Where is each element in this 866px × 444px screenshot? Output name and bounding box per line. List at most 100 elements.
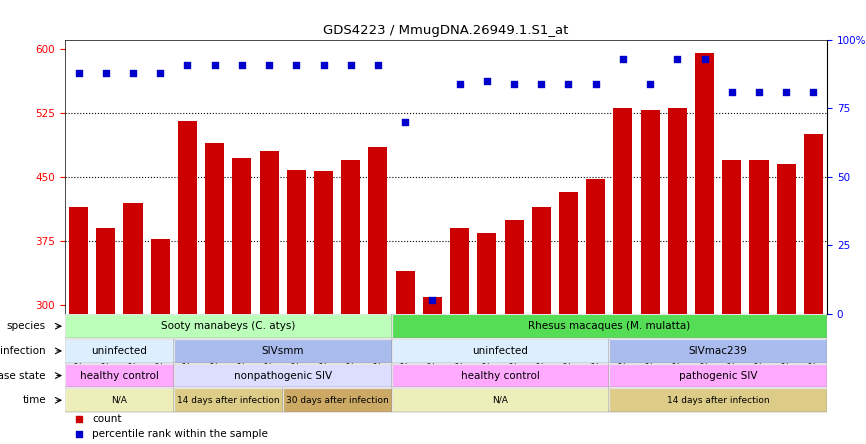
Text: uninfected: uninfected (92, 346, 147, 356)
Point (752, 88, 766, 95)
Bar (505, 220, 524, 314)
Bar (391, 388, 610, 412)
Point (72, 431, 86, 438)
Bar (391, 314, 827, 338)
Bar (178, 121, 197, 314)
Bar (65, 314, 391, 338)
Point (99, 69, 113, 76)
Point (208, 61, 222, 68)
Bar (65, 364, 174, 388)
Bar (777, 164, 796, 314)
Point (589, 80, 603, 87)
Point (779, 88, 793, 95)
Text: healthy control: healthy control (461, 371, 540, 381)
Point (398, 119, 412, 126)
Point (643, 80, 657, 87)
Bar (65, 388, 174, 412)
Bar (610, 364, 827, 388)
Bar (174, 364, 391, 388)
Bar (124, 202, 143, 314)
Bar (65, 339, 174, 363)
Bar (610, 388, 827, 412)
Text: species: species (7, 321, 46, 331)
Point (371, 61, 385, 68)
Point (126, 69, 140, 76)
Text: 14 days after infection: 14 days after infection (177, 396, 280, 405)
Bar (282, 388, 391, 412)
Bar (69, 207, 88, 314)
Point (725, 88, 739, 95)
Point (262, 61, 276, 68)
Bar (314, 171, 333, 314)
Point (616, 56, 630, 63)
Bar (391, 388, 610, 412)
Text: healthy control: healthy control (80, 371, 158, 381)
Bar (610, 388, 827, 412)
Bar (749, 160, 768, 314)
Point (425, 297, 439, 304)
Bar (368, 147, 387, 314)
Bar (804, 134, 823, 314)
Bar (559, 192, 578, 314)
Bar (641, 110, 660, 314)
Title: GDS4223 / MmugDNA.26949.1.S1_at: GDS4223 / MmugDNA.26949.1.S1_at (323, 24, 569, 37)
Text: count: count (92, 414, 121, 424)
Bar (610, 339, 827, 363)
Bar (532, 207, 551, 314)
Text: percentile rank within the sample: percentile rank within the sample (92, 429, 268, 439)
Bar (232, 158, 251, 314)
Bar (96, 228, 115, 314)
Bar (610, 339, 827, 363)
Text: N/A: N/A (493, 396, 508, 405)
Point (480, 78, 494, 85)
Bar (174, 388, 282, 412)
Text: SIVsmm: SIVsmm (262, 346, 304, 356)
Bar (65, 388, 174, 412)
Bar (391, 339, 610, 363)
Bar (391, 364, 610, 388)
Bar (174, 364, 391, 388)
Bar (450, 228, 469, 314)
Bar (174, 339, 391, 363)
Text: nonpathogenic SIV: nonpathogenic SIV (234, 371, 332, 381)
Point (317, 61, 331, 68)
Point (344, 61, 358, 68)
Bar (391, 339, 610, 363)
Bar (287, 170, 306, 314)
Bar (477, 233, 496, 314)
Point (670, 56, 684, 63)
Bar (613, 108, 632, 314)
Text: SIVmac239: SIVmac239 (688, 346, 747, 356)
Bar (610, 364, 827, 388)
Bar (174, 339, 391, 363)
Bar (695, 53, 714, 314)
Bar (668, 108, 687, 314)
Bar (65, 314, 391, 338)
Point (72, 69, 86, 76)
Bar (722, 160, 741, 314)
Point (180, 61, 194, 68)
Text: 14 days after infection: 14 days after infection (667, 396, 770, 405)
Point (235, 61, 249, 68)
Bar (341, 160, 360, 314)
Point (534, 80, 548, 87)
Text: Rhesus macaques (M. mulatta): Rhesus macaques (M. mulatta) (528, 321, 690, 331)
Text: time: time (23, 395, 46, 405)
Text: uninfected: uninfected (473, 346, 528, 356)
Bar (391, 314, 827, 338)
Bar (174, 388, 282, 412)
Text: pathogenic SIV: pathogenic SIV (679, 371, 758, 381)
Bar (205, 143, 224, 314)
Text: Sooty manabeys (C. atys): Sooty manabeys (C. atys) (161, 321, 295, 331)
Point (289, 61, 303, 68)
Text: infection: infection (0, 346, 46, 356)
Text: 30 days after infection: 30 days after infection (286, 396, 389, 405)
Point (153, 69, 167, 76)
Bar (65, 364, 174, 388)
Bar (391, 364, 610, 388)
Text: N/A: N/A (112, 396, 127, 405)
Bar (423, 297, 442, 314)
Point (72, 416, 86, 423)
Text: disease state: disease state (0, 371, 46, 381)
Bar (151, 238, 170, 314)
